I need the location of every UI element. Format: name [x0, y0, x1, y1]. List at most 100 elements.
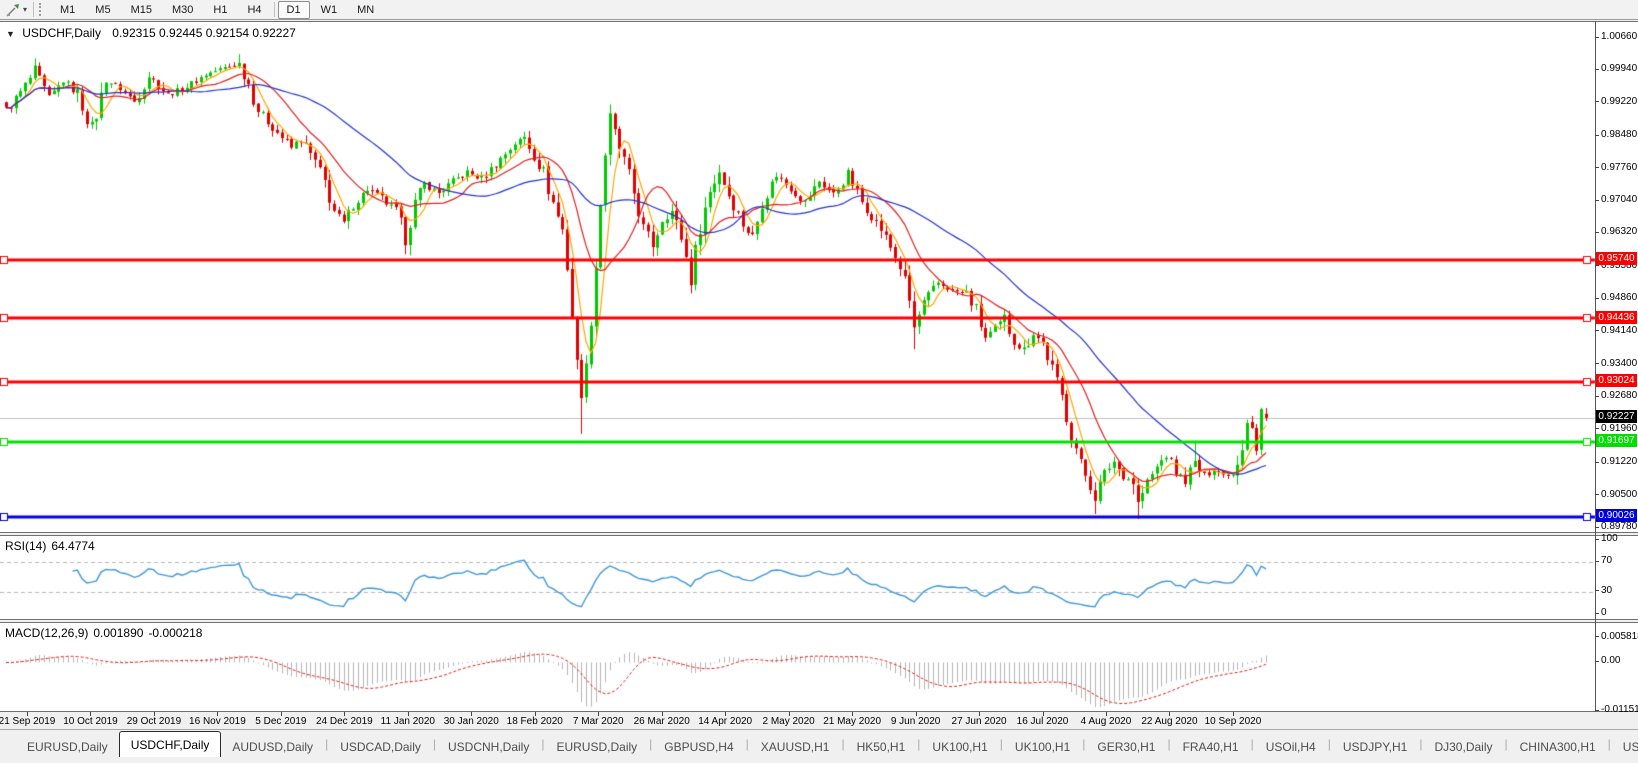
- date-axis-label: 14 Apr 2020: [698, 716, 753, 727]
- date-axis-tick-mark: [471, 712, 473, 716]
- period-buttons: M1 M5 M15 M30 H1 H4 D1 W1 MN: [50, 0, 384, 19]
- tab-divider: |: [745, 737, 749, 751]
- date-axis-tick-mark: [852, 712, 854, 716]
- timeframe-toolbar: ▾ M1 M5 M15 M30 H1 H4 D1 W1 MN: [0, 0, 1638, 20]
- tab-divider: |: [917, 737, 921, 751]
- rsi-value: 64.4774: [51, 539, 95, 553]
- chart-symbol-label: USDCHF,Daily: [22, 26, 101, 40]
- toolbar-separator: [273, 2, 275, 17]
- chart-tab-ger30-h1[interactable]: GER30,H1: [1097, 739, 1156, 754]
- chart-tab-usoil-h4[interactable]: USOil,H4: [1265, 739, 1316, 754]
- chart-tab-eurusd-daily[interactable]: EURUSD,Daily: [27, 739, 108, 754]
- date-axis-label: 21 Sep 2019: [0, 716, 56, 727]
- chart-tab-uk100-h1[interactable]: UK100,H1: [932, 739, 988, 754]
- macd-pane[interactable]: [0, 622, 1638, 712]
- date-axis-tick-mark: [153, 712, 155, 716]
- tab-divider: |: [1082, 737, 1086, 751]
- chart-tab-usoil-h1[interactable]: USOil,H1: [1622, 739, 1638, 754]
- date-axis-tick-mark: [788, 712, 790, 716]
- chart-tab-eurusd-daily[interactable]: EURUSD,Daily: [556, 739, 638, 754]
- chart-tab-usdchf-daily[interactable]: USDCHF,Daily: [118, 731, 222, 757]
- date-axis-label: 16 Nov 2019: [189, 716, 246, 727]
- date-axis-tick-mark: [598, 712, 600, 716]
- chart-ohlc-values: 0.92315 0.92445 0.92154 0.92227: [112, 26, 296, 40]
- tab-divider: |: [999, 737, 1003, 751]
- rsi-header: RSI(14) 64.4774: [5, 539, 100, 553]
- rsi-canvas[interactable]: [0, 536, 1638, 619]
- date-axis-label: 5 Dec 2019: [255, 716, 307, 727]
- macd-signal-value: -0.000218: [148, 626, 203, 640]
- date-axis-tick-mark: [979, 712, 981, 716]
- tab-divider: |: [1167, 737, 1171, 751]
- period-button-H1[interactable]: H1: [213, 3, 228, 16]
- period-button-H4[interactable]: H4: [247, 3, 262, 16]
- date-axis-tick-mark: [27, 712, 28, 716]
- collapse-pane-icon[interactable]: ▼: [6, 29, 15, 39]
- dropdown-caret-icon[interactable]: ▾: [23, 5, 28, 14]
- date-axis-tick-mark: [1042, 712, 1044, 716]
- chart-tab-uk100-h1[interactable]: UK100,H1: [1014, 739, 1071, 754]
- date-axis-label: 22 Aug 2020: [1141, 716, 1198, 727]
- macd-label: MACD(12,26,9): [5, 626, 89, 640]
- date-axis-tick-mark: [90, 712, 92, 716]
- price-axis-separator: [1595, 21, 1596, 712]
- tab-divider: |: [325, 737, 329, 751]
- chart-tab-audusd-daily[interactable]: AUDUSD,Daily: [232, 739, 314, 754]
- date-axis-label: 10 Sep 2020: [1204, 716, 1262, 727]
- date-axis-label: 26 Mar 2020: [633, 716, 690, 727]
- tab-divider: |: [1607, 737, 1611, 751]
- date-axis-tick-mark: [661, 712, 663, 716]
- chart-cursor-icon[interactable]: [5, 2, 21, 17]
- date-axis-label: 29 Oct 2019: [126, 716, 182, 727]
- date-axis-label: 24 Dec 2019: [315, 716, 373, 727]
- date-axis-label: 30 Jan 2020: [443, 716, 499, 727]
- period-button-M15[interactable]: M15: [130, 3, 152, 16]
- date-axis-tick-mark: [344, 712, 346, 716]
- tab-divider: |: [541, 737, 545, 751]
- tab-divider: |: [1419, 737, 1423, 751]
- chart-tab-gbpusd-h4[interactable]: GBPUSD,H4: [664, 739, 734, 754]
- date-axis-tick-mark: [725, 712, 727, 716]
- chart-tab-fra40-h1[interactable]: FRA40,H1: [1182, 739, 1239, 754]
- date-axis-label: 16 Jul 2020: [1016, 716, 1069, 727]
- chart-tab-usdcad-daily[interactable]: USDCAD,Daily: [340, 739, 421, 754]
- main-chart-canvas[interactable]: [0, 22, 1638, 532]
- date-axis-label: 7 Mar 2020: [572, 716, 624, 727]
- toolbar-grip[interactable]: [39, 3, 44, 16]
- date-axis-tick-mark: [1105, 712, 1107, 716]
- tab-divider: |: [432, 737, 436, 751]
- date-axis-label: 21 May 2020: [823, 716, 882, 727]
- chart-title: ▼ USDCHF,Daily 0.92315 0.92445 0.92154 0…: [6, 26, 296, 40]
- tab-divider: |: [1504, 737, 1508, 751]
- chart-tab-bar: EURUSD,Daily USDCHF,Daily AUDUSD,Daily | USD…: [0, 729, 1638, 757]
- date-axis-tick-mark: [217, 712, 219, 716]
- toolbar-separator: [33, 2, 35, 17]
- date-axis-tick-mark: [1169, 712, 1171, 716]
- period-button-M30[interactable]: M30: [171, 3, 194, 16]
- period-button-D1[interactable]: D1: [277, 0, 310, 19]
- main-chart-pane[interactable]: [0, 21, 1638, 533]
- date-axis-label: 4 Aug 2020: [1080, 716, 1132, 727]
- macd-canvas[interactable]: [0, 623, 1638, 711]
- chart-tab-china300-h1[interactable]: CHINA300,H1: [1519, 739, 1596, 754]
- period-button-MN[interactable]: MN: [357, 3, 375, 16]
- tab-divider: |: [1250, 737, 1254, 751]
- date-axis-tick-mark: [915, 712, 917, 716]
- chart-tab-hk50-h1[interactable]: HK50,H1: [856, 739, 906, 754]
- period-button-M5[interactable]: M5: [95, 3, 111, 16]
- tab-divider: |: [1327, 737, 1331, 751]
- period-button-M1[interactable]: M1: [60, 3, 76, 16]
- period-button-W1[interactable]: W1: [320, 3, 338, 16]
- date-axis-label: 10 Oct 2019: [63, 716, 118, 727]
- rsi-pane[interactable]: [0, 535, 1638, 620]
- macd-value: 0.001890: [93, 626, 144, 640]
- date-axis-label: 11 Jan 2020: [380, 716, 435, 727]
- date-axis-tick-mark: [280, 712, 282, 716]
- chart-tab-dj30-daily[interactable]: DJ30,Daily: [1434, 739, 1493, 754]
- chart-tab-xauusd-h1[interactable]: XAUUSD,H1: [760, 739, 830, 754]
- tab-divider: |: [649, 737, 653, 751]
- tab-divider: |: [841, 737, 845, 751]
- chart-tab-usdcnh-daily[interactable]: USDCNH,Daily: [448, 739, 530, 754]
- chart-tab-usdjpy-h1[interactable]: USDJPY,H1: [1342, 739, 1408, 754]
- date-axis-label: 9 Jun 2020: [890, 716, 941, 727]
